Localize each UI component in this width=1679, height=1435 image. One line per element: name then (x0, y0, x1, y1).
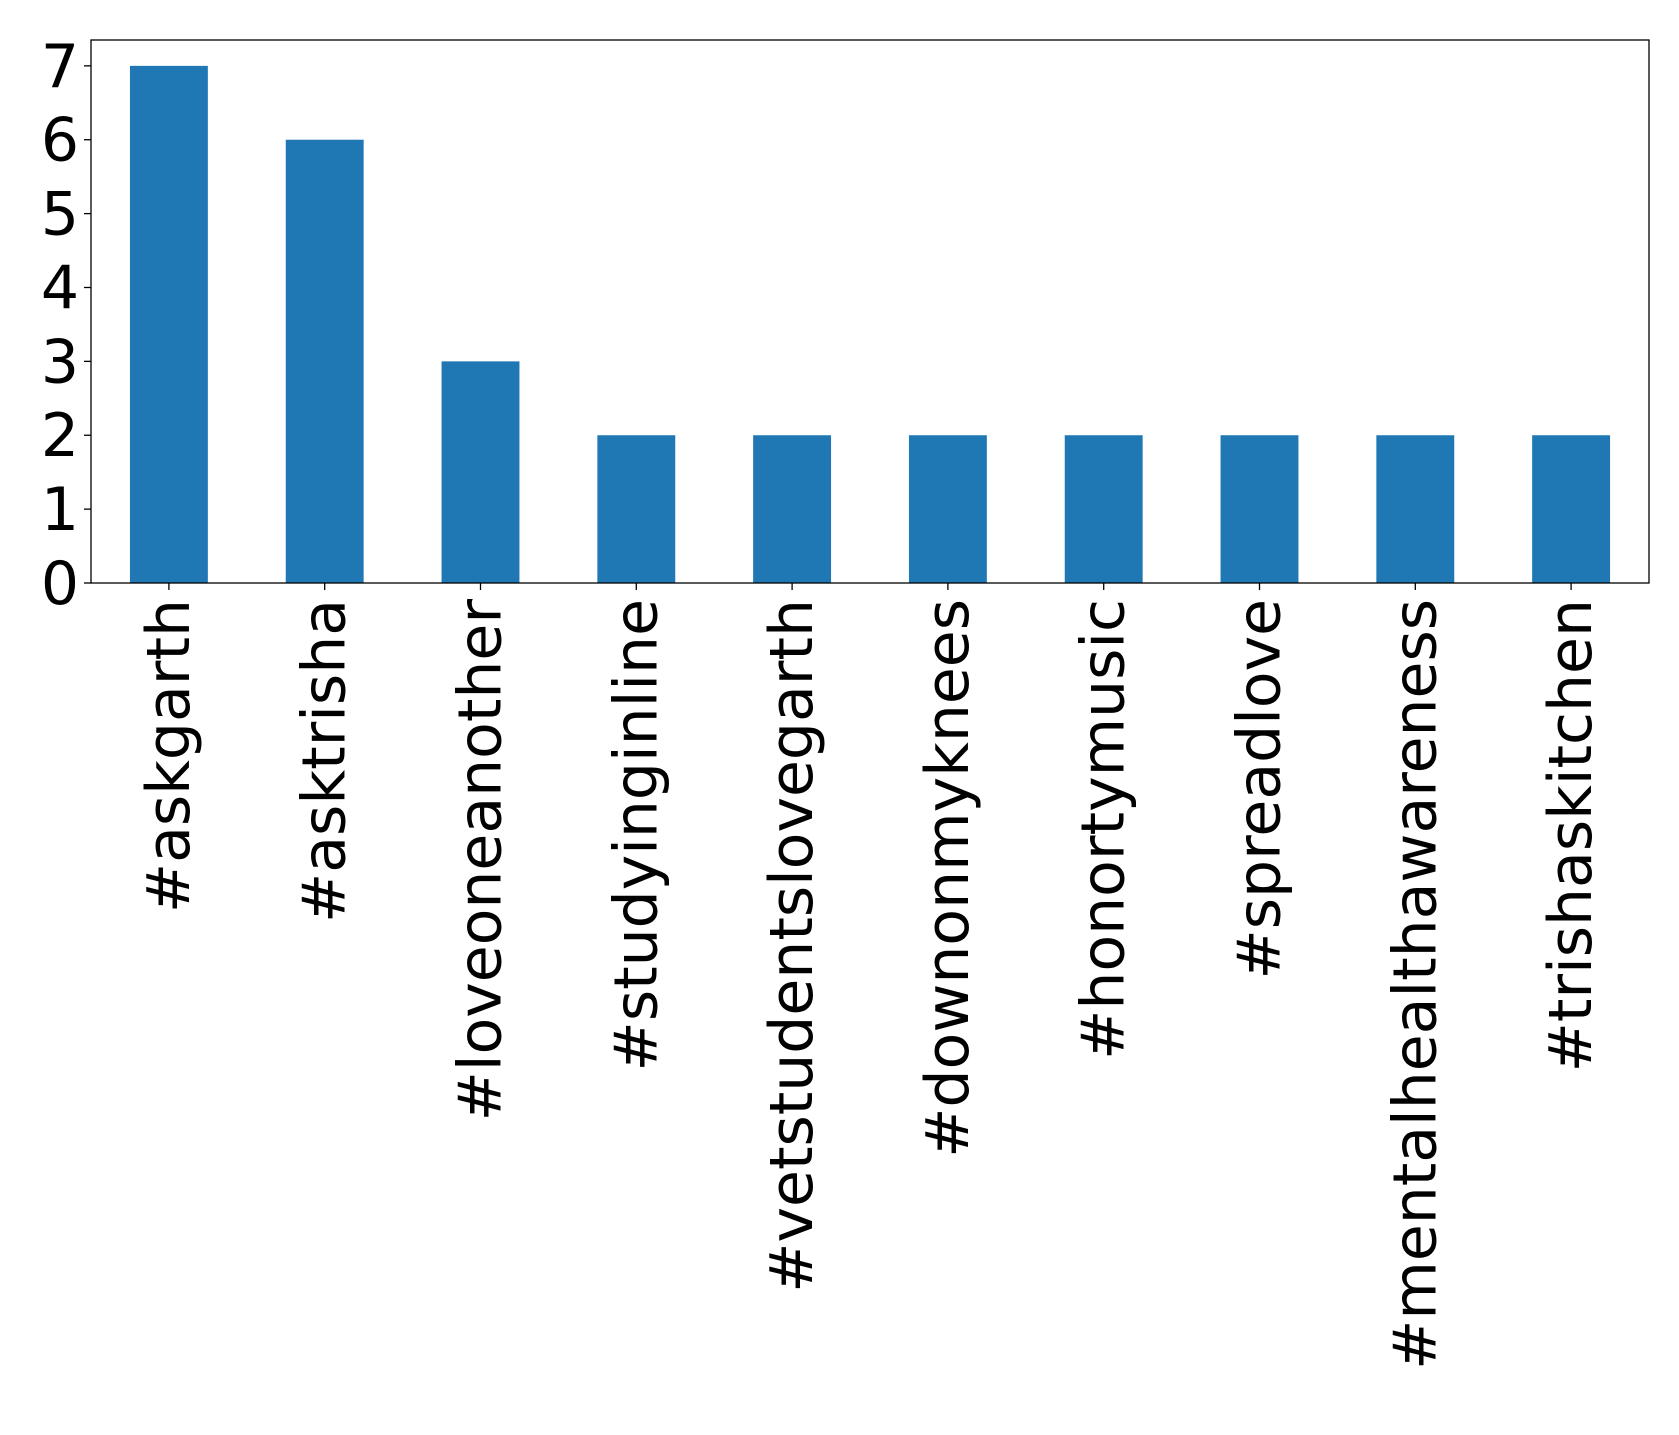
x-tick-label: #honortymusic (1069, 599, 1139, 1060)
bar-studyinginline (597, 435, 676, 583)
bars-layer (129, 65, 1611, 584)
x-axis: #askgarth #asktrisha #loveoneanother #study… (134, 583, 1606, 1370)
x-tick-label: #downonmyknees (913, 599, 983, 1158)
bar-askgarth (129, 65, 208, 584)
x-tick-label: #mentalhealthawareness (1380, 599, 1450, 1370)
bar-loveoneanother (441, 361, 520, 583)
y-tick-label: 2 (41, 401, 79, 471)
x-tick-label: #loveoneanother (446, 599, 516, 1122)
bar-vetstudentslovegarth (753, 435, 832, 583)
x-tick-label: #studyinginline (601, 599, 671, 1071)
y-tick-label: 7 (41, 32, 79, 102)
x-tick-label: #spreadlove (1225, 599, 1295, 980)
bar-mentalhealthawareness (1376, 435, 1455, 583)
y-tick-label: 5 (41, 180, 79, 250)
bar-spreadlove (1220, 435, 1299, 583)
bar-honortymusic (1064, 435, 1143, 583)
y-tick-label: 0 (41, 549, 79, 619)
y-tick-label: 6 (41, 106, 79, 176)
bar-downonmyknees (908, 435, 987, 583)
bar-asktrisha (285, 139, 364, 584)
x-tick-label: #vetstudentslovegarth (757, 599, 827, 1293)
y-tick-label: 3 (41, 327, 79, 397)
bar-trishaskitchen (1532, 435, 1611, 583)
x-tick-label: #askgarth (134, 599, 204, 913)
x-tick-label: #trishaskitchen (1536, 599, 1606, 1072)
y-tick-label: 1 (41, 475, 79, 545)
y-tick-label: 4 (41, 253, 79, 323)
x-tick-label: #asktrisha (290, 599, 360, 923)
plot-area-frame (90, 39, 1650, 584)
